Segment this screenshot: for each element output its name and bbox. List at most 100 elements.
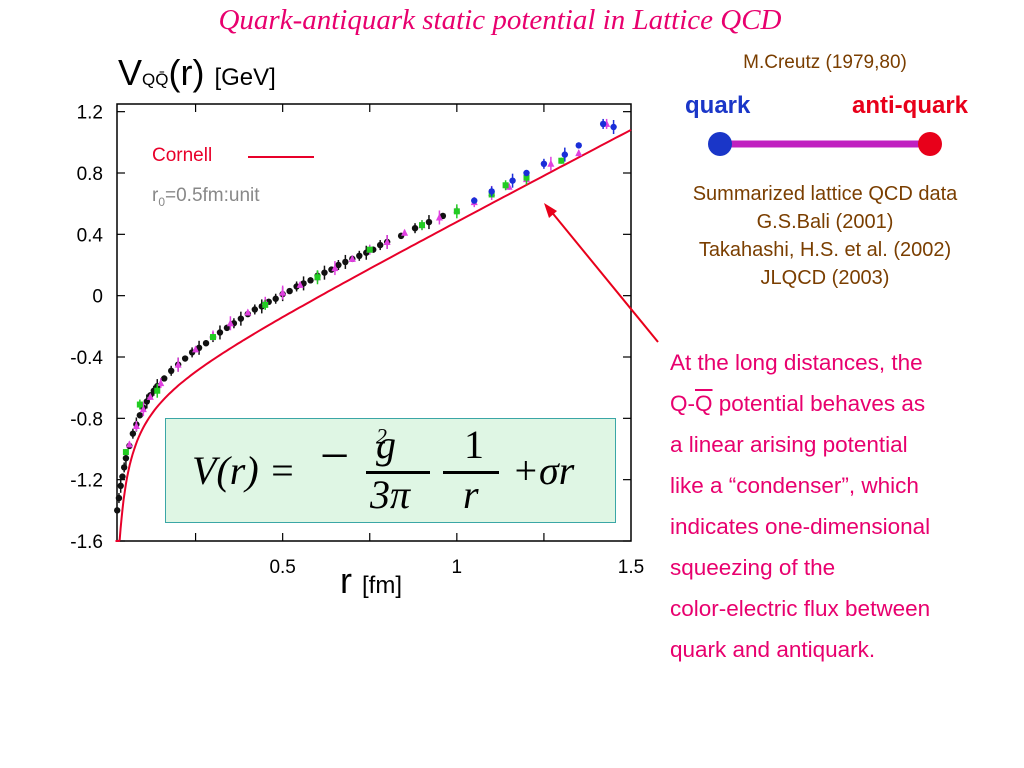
explanation-line: squeezing of the	[670, 555, 836, 580]
data-point	[425, 218, 433, 226]
data-point	[366, 246, 373, 253]
data-point	[401, 228, 409, 236]
data-point	[419, 222, 425, 229]
explanation-text: At the long distances, the Q-Q potential…	[670, 342, 1015, 670]
data-point	[335, 261, 342, 269]
data-point	[331, 264, 339, 272]
potential-chart: 1.2 0.8 0.4 0 -0.4 -0.8 -1.2 -1.6 0.5 1 1.5	[70, 103, 942, 578]
y-tick-label: -0.8	[70, 409, 103, 430]
y-tick-label: -1.2	[70, 471, 103, 492]
data-point	[453, 208, 460, 215]
data-point	[321, 269, 328, 276]
y-tick-label: -1.6	[70, 532, 103, 553]
formula-denominator-3pi: 3π	[370, 472, 411, 517]
data-point	[157, 379, 165, 387]
y-tick-label: 0.4	[77, 225, 104, 246]
explanation-line-rest: potential behaves as	[712, 391, 926, 416]
y-axis-label-arg: (r)	[168, 52, 205, 93]
data-point	[192, 345, 200, 353]
data-point	[540, 160, 548, 167]
data-point	[161, 375, 168, 382]
y-tick-label: 1.2	[77, 103, 103, 124]
slide-title: Quark-antiquark static potential in Latt…	[218, 4, 782, 36]
data-point	[202, 340, 210, 347]
antiquark-label: anti-quark	[852, 92, 969, 119]
arrow-head	[544, 203, 557, 218]
data-point	[210, 334, 216, 341]
quark-dot	[708, 132, 732, 156]
data-point	[279, 288, 287, 296]
y-tick-label: -0.4	[70, 348, 103, 369]
formula-g: g	[376, 422, 396, 467]
x-axis-unit: [fm]	[362, 572, 403, 599]
cornell-fit-group	[115, 129, 632, 542]
data-point	[575, 149, 583, 157]
legend-cornell-line	[248, 156, 314, 158]
pointer-arrow	[544, 203, 659, 343]
data-point	[523, 174, 530, 181]
y-tick-label: 0.8	[77, 164, 103, 185]
summary-line: JLQCD (2003)	[760, 267, 890, 289]
explanation-line: indicates one-dimensional	[670, 514, 931, 539]
data-point	[146, 392, 154, 400]
formula-minus: −	[320, 428, 350, 485]
data-point	[509, 177, 516, 184]
summary-line: Summarized lattice QCD data	[692, 183, 958, 205]
creutz-credit: M.Creutz (1979,80)	[743, 52, 907, 73]
qbar-text: Q	[695, 391, 713, 416]
x-tick-label: 1.5	[618, 557, 644, 578]
data-point	[502, 182, 509, 189]
data-point	[244, 308, 252, 316]
y-axis-label-sub: QQ̄	[142, 70, 169, 89]
data-point	[488, 188, 495, 195]
data-point	[296, 280, 304, 288]
data-point	[471, 197, 478, 204]
plot-frame	[116, 103, 632, 542]
data-point	[237, 315, 245, 322]
data-point	[411, 225, 419, 232]
data-point	[348, 254, 356, 262]
data-point	[610, 123, 617, 131]
explanation-line: color-electric flux between	[670, 596, 931, 621]
y-tick-label: 0	[92, 287, 103, 308]
data-point	[286, 287, 293, 295]
data-points	[114, 118, 617, 514]
formula-linear-term: +σr	[512, 448, 575, 493]
data-point	[119, 473, 126, 480]
data-sources: Summarized lattice QCD data G.S.Bali (20…	[640, 180, 1010, 292]
data-point	[122, 449, 129, 456]
data-point	[216, 329, 224, 336]
formula-fraction-bar-1	[366, 471, 430, 474]
summary-line: Takahashi, H.S. et al. (2002)	[698, 239, 952, 261]
data-point	[523, 169, 530, 177]
legend-cornell-label: Cornell	[152, 145, 213, 166]
data-point	[377, 241, 384, 249]
y-axis-label: VQQ̄(r) [GeV]	[118, 52, 276, 94]
q-text: Q-	[670, 391, 695, 416]
quark-label: quark	[685, 92, 751, 119]
data-point	[547, 159, 555, 167]
chart-axes	[116, 103, 632, 542]
x-axis-label-main: r	[340, 560, 352, 601]
x-tick-label: 0.5	[269, 557, 295, 578]
data-point	[136, 412, 144, 419]
data-point	[154, 387, 161, 394]
data-point	[558, 157, 565, 164]
data-point	[342, 258, 349, 266]
x-axis-label: r [fm]	[340, 560, 402, 602]
unit-note-pre: r	[152, 185, 159, 206]
formula-g-exponent: 2	[376, 423, 387, 449]
data-point	[599, 120, 607, 128]
data-point	[435, 213, 443, 221]
data-point	[115, 494, 123, 502]
unit-note-post: =0.5fm:unit	[165, 185, 260, 206]
antiquark-dot	[918, 132, 942, 156]
data-point	[122, 455, 130, 462]
data-point	[251, 306, 258, 313]
explanation-line: quark and antiquark.	[670, 637, 876, 662]
unit-note-sub: 0	[158, 194, 166, 209]
data-point	[125, 440, 133, 448]
data-point	[307, 277, 314, 284]
